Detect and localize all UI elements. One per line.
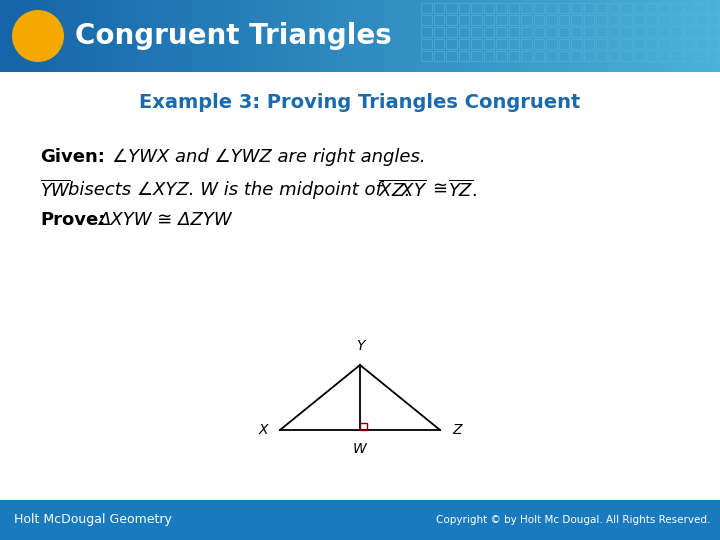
Text: $\overline{\mathit{XZ}}$.: $\overline{\mathit{XZ}}$.: [378, 179, 409, 201]
Ellipse shape: [12, 10, 64, 62]
Text: $\overline{\mathit{XY}}$: $\overline{\mathit{XY}}$: [400, 180, 427, 200]
FancyBboxPatch shape: [0, 72, 720, 500]
Text: Y: Y: [356, 339, 364, 353]
Text: ∠YWX and ∠YWZ are right angles.: ∠YWX and ∠YWZ are right angles.: [112, 148, 426, 166]
Text: $\overline{\mathit{YW}}$: $\overline{\mathit{YW}}$: [40, 180, 71, 200]
Text: Prove:: Prove:: [40, 211, 105, 229]
FancyBboxPatch shape: [0, 500, 720, 540]
Text: Given:: Given:: [40, 148, 105, 166]
Text: $\overline{\mathit{YZ}}$.: $\overline{\mathit{YZ}}$.: [448, 179, 477, 201]
Text: Congruent Triangles: Congruent Triangles: [75, 22, 392, 50]
Text: Copyright © by Holt Mc Dougal. All Rights Reserved.: Copyright © by Holt Mc Dougal. All Right…: [436, 515, 710, 525]
Text: Example 3: Proving Triangles Congruent: Example 3: Proving Triangles Congruent: [139, 92, 581, 111]
Text: X: X: [258, 423, 268, 437]
Text: bisects ∠​XYZ. W is the midpoint of: bisects ∠​XYZ. W is the midpoint of: [68, 181, 382, 199]
Text: W: W: [353, 442, 367, 456]
Text: Holt McDougal Geometry: Holt McDougal Geometry: [14, 514, 172, 526]
Text: Z: Z: [452, 423, 462, 437]
Text: ΔXYW ≅ ΔZYW: ΔXYW ≅ ΔZYW: [98, 211, 232, 229]
Text: ≅: ≅: [432, 181, 447, 199]
